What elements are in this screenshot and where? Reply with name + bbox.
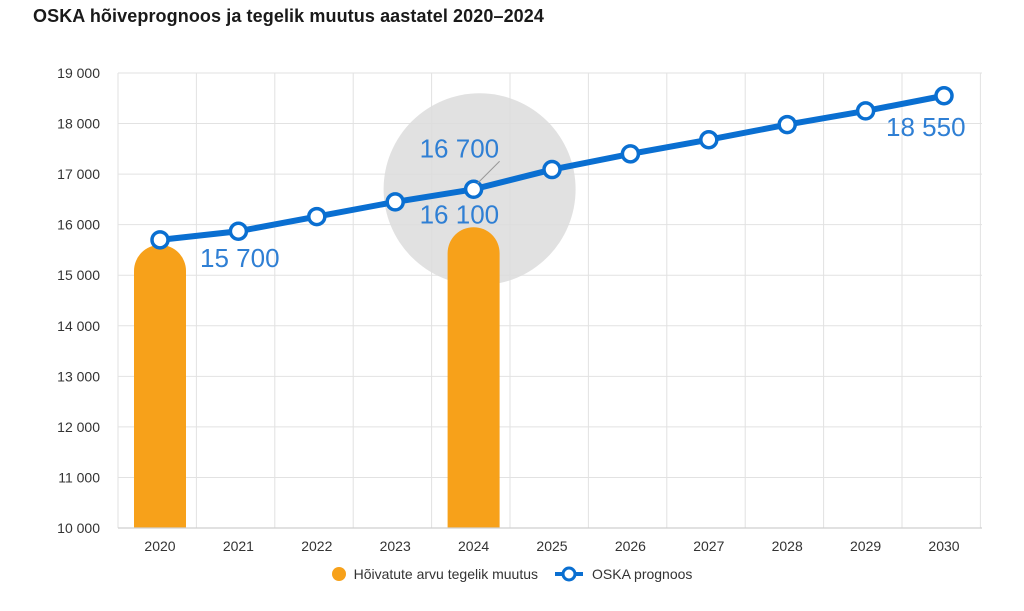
forecast-line-group — [150, 86, 954, 250]
legend-line-marker-icon — [555, 566, 584, 582]
x-tick-label: 2024 — [458, 538, 489, 554]
data-label: 16 100 — [420, 199, 500, 229]
forecast-point — [307, 206, 327, 227]
legend: Hõivatute arvu tegelik muutus OSKA progn… — [0, 566, 1024, 582]
legend-label-forecast: OSKA prognoos — [592, 566, 693, 582]
annotations-group: 15 700 16 700 16 100 18 550 — [200, 112, 966, 273]
forecast-point — [463, 179, 484, 200]
legend-orange-dot-icon — [331, 567, 346, 581]
x-axis: 2020 2021 2022 2023 2024 2025 2026 2027 2028 2029… — [118, 527, 982, 554]
y-tick-label: 13 000 — [57, 368, 100, 384]
x-tick-label: 2030 — [928, 538, 959, 554]
data-label: 15 700 — [200, 243, 280, 273]
y-tick-label: 12 000 — [57, 419, 100, 435]
x-tick-label: 2025 — [536, 538, 567, 554]
leader-line — [477, 160, 500, 184]
chart-title: OSKA hõiveprognoos ja tegelik muutus aas… — [33, 6, 545, 26]
forecast-point — [777, 114, 797, 135]
y-tick-label: 10 000 — [57, 520, 100, 536]
y-tick-label: 14 000 — [57, 318, 100, 334]
forecast-point — [620, 144, 641, 164]
chart-canvas: 10 000 11 000 12 000 13 000 14 000 15 000 16 0… — [57, 65, 982, 554]
x-tick-label: 2029 — [850, 538, 881, 554]
y-tick-label: 17 000 — [57, 166, 100, 182]
y-tick-label: 11 000 — [58, 469, 100, 485]
x-tick-label: 2022 — [301, 538, 332, 554]
bar-actual — [134, 244, 186, 528]
legend-item-actual: Hõivatute arvu tegelik muutus — [331, 566, 539, 582]
legend-item-forecast: OSKA prognoos — [554, 566, 692, 582]
forecast-point — [934, 86, 954, 106]
x-tick-label: 2026 — [615, 538, 646, 554]
x-tick-label: 2021 — [223, 538, 254, 554]
y-tick-label: 15 000 — [57, 267, 100, 283]
forecast-point — [228, 221, 249, 241]
x-tick-label: 2023 — [380, 538, 411, 554]
x-tick-label: 2027 — [693, 538, 724, 554]
grid-lines — [117, 72, 982, 529]
forecast-point — [150, 230, 170, 250]
y-axis: 10 000 11 000 12 000 13 000 14 000 15 000 16 0… — [57, 65, 100, 536]
bars-group — [134, 227, 500, 528]
x-tick-label: 2028 — [772, 538, 803, 554]
y-tick-label: 19 000 — [57, 65, 100, 81]
data-label: 18 550 — [886, 112, 966, 142]
forecast-point — [699, 129, 719, 150]
bar-actual — [447, 227, 500, 528]
x-tick-label: 2020 — [144, 538, 175, 554]
data-label: 16 700 — [420, 133, 500, 163]
forecast-point — [855, 101, 876, 121]
forecast-point — [542, 159, 562, 180]
forecast-point — [385, 192, 405, 212]
y-tick-label: 18 000 — [57, 116, 100, 132]
legend-label-actual: Hõivatute arvu tegelik muutus — [353, 566, 539, 582]
y-tick-label: 16 000 — [57, 217, 100, 233]
